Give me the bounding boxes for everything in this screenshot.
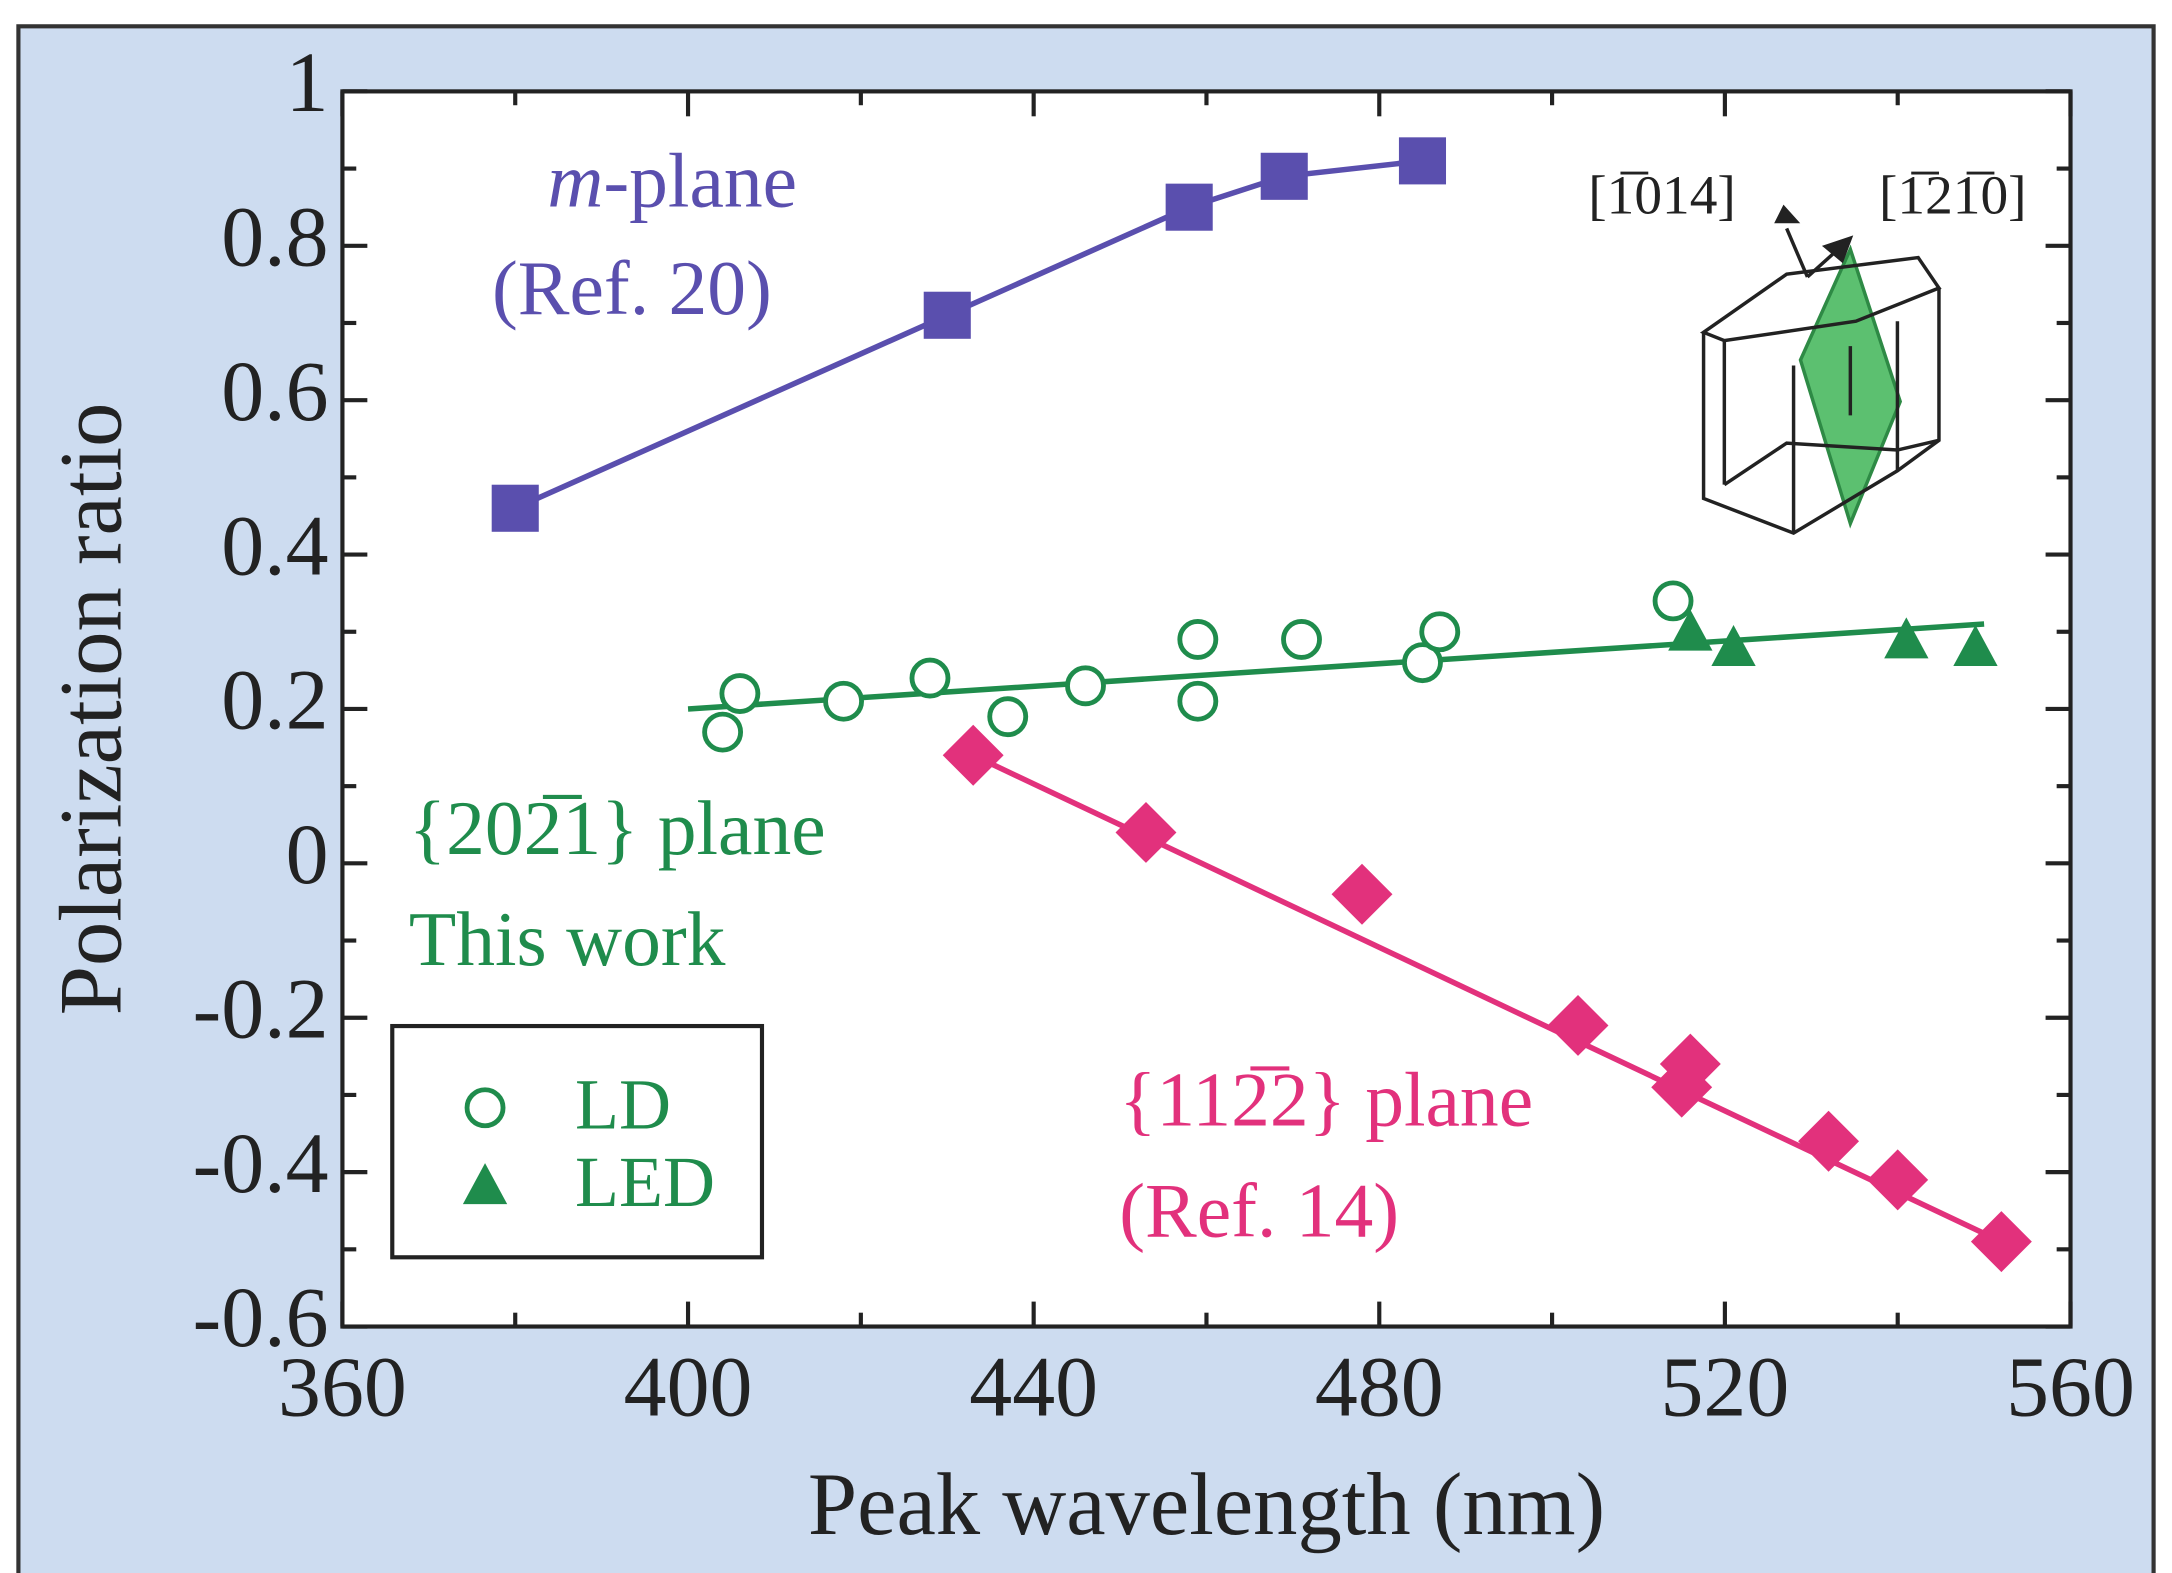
diamond-marker [1547, 994, 1609, 1056]
square-marker [1260, 152, 1308, 200]
diamond-marker [1798, 1110, 1860, 1172]
circle-marker [987, 696, 1029, 738]
diamond-marker [1659, 1033, 1721, 1095]
direction-label: [1̅21̅0] [1879, 164, 2027, 225]
diamond-marker [942, 724, 1004, 786]
m-plane-rest: -plane [603, 137, 797, 223]
circle-marker [719, 673, 761, 714]
y-tick-label: 0.2 [221, 652, 328, 748]
circle-marker [1065, 665, 1106, 707]
triangle-marker [1884, 617, 1929, 659]
green-work-label: This work [409, 896, 726, 982]
m-plane-label: m-plane [547, 137, 797, 223]
green-plane-label: {202̅1} plane [409, 785, 826, 871]
circle-marker [702, 711, 744, 753]
y-tick-label: 0 [286, 806, 329, 902]
legend-label: LD [575, 1064, 671, 1144]
triangle-marker [1711, 625, 1756, 667]
circle-marker [1402, 642, 1443, 684]
circle-marker [1419, 611, 1461, 653]
circle-marker [1177, 619, 1219, 660]
square-marker [1165, 183, 1213, 231]
x-axis-label: Peak wavelength (nm) [808, 1456, 1605, 1554]
diamond-marker [1331, 863, 1393, 925]
fit-line [687, 621, 1985, 712]
circle-marker [1652, 580, 1694, 622]
inset-crystal [1699, 204, 1942, 536]
data-marks [491, 137, 2032, 1273]
m-plane-ref: (Ref. 20) [492, 245, 772, 331]
x-tick-label: 440 [969, 1338, 1098, 1434]
x-tick-label: 360 [278, 1338, 407, 1434]
circle-marker [909, 657, 951, 699]
circle-marker [1281, 619, 1322, 660]
circle-marker [464, 1087, 506, 1129]
m-plane-italic: m [547, 137, 603, 223]
triangle-marker [462, 1163, 508, 1205]
y-tick-label: 0.6 [221, 343, 328, 439]
y-tick-label: 0.4 [221, 497, 328, 593]
x-tick-label: 400 [624, 1338, 753, 1434]
square-marker [1398, 137, 1447, 185]
circle-marker [1177, 680, 1219, 722]
y-tick-label: -0.2 [193, 960, 329, 1056]
y-tick-label: -0.6 [193, 1269, 329, 1365]
legend-box [390, 1023, 765, 1260]
y-tick-label: 1 [286, 34, 329, 130]
direction-label: [1̅014] [1588, 164, 1736, 225]
y-tick-label: -0.4 [193, 1115, 329, 1211]
y-tick-label: 0.8 [221, 188, 328, 284]
pink-plane-label: {112̅2} plane [1119, 1057, 1533, 1143]
y-axis-label: Polarization ratio [42, 403, 140, 1016]
square-marker [923, 291, 971, 339]
legend-label: LED [575, 1142, 715, 1222]
pink-ref-label: (Ref. 14) [1119, 1167, 1399, 1253]
x-tick-label: 480 [1315, 1338, 1444, 1434]
square-marker [491, 484, 539, 532]
triangle-marker [1668, 609, 1713, 651]
x-tick-label: 520 [1661, 1338, 1790, 1434]
circle-marker [823, 680, 864, 722]
x-tick-label: 560 [2006, 1338, 2135, 1434]
plot-frame [340, 89, 2073, 1329]
triangle-marker [1953, 625, 1998, 667]
